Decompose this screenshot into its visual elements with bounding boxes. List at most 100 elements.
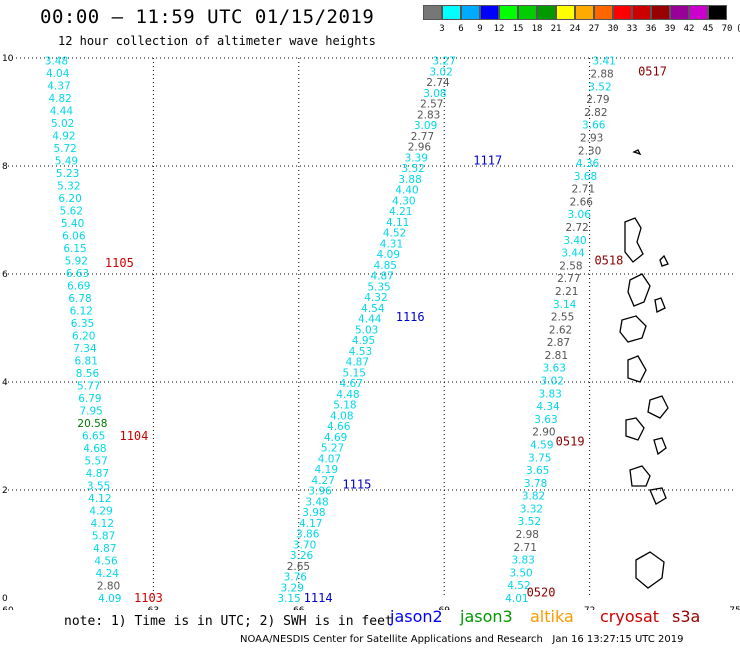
data-label: 3.48 xyxy=(45,56,68,68)
scale-swatch xyxy=(670,5,689,20)
coastline-map xyxy=(619,149,669,589)
coast-outline xyxy=(647,395,669,419)
data-label: 2.83 xyxy=(417,109,440,121)
data-label: 2.98 xyxy=(516,529,539,541)
data-label: 2.81 xyxy=(545,350,568,362)
data-label: 3.52 xyxy=(518,516,541,528)
data-label: 8.56 xyxy=(76,368,100,380)
data-label: 4.87 xyxy=(370,271,393,283)
legend-jason3: jason3 xyxy=(460,607,513,626)
data-label: 2.65 xyxy=(287,561,310,573)
scale-label: 33 xyxy=(626,24,638,34)
scale-swatch xyxy=(537,5,556,20)
data-label: 3.44 xyxy=(561,248,585,260)
data-label: 2.58 xyxy=(559,260,582,272)
data-marks: 3.484.044.374.824.445.024.925.725.495.23… xyxy=(45,56,616,605)
data-label: 3.86 xyxy=(296,529,320,541)
data-label: 2.79 xyxy=(586,94,609,106)
scale-label: 12 xyxy=(493,24,505,34)
data-label: 4.52 xyxy=(383,228,406,240)
scale-label: 6 xyxy=(458,24,464,34)
scale-swatch xyxy=(499,5,518,20)
scale-label: (ft) xyxy=(736,24,740,34)
scale-label: 15 xyxy=(512,24,524,34)
coast-outline xyxy=(653,437,667,456)
scale-swatch xyxy=(575,5,594,20)
data-label: 3.09 xyxy=(414,120,437,132)
data-label: 6.79 xyxy=(78,393,101,405)
data-label: 6.81 xyxy=(75,356,98,368)
coast-outline xyxy=(649,487,667,505)
x-tick-label: 75 xyxy=(729,606,740,610)
data-label: 3.26 xyxy=(290,550,314,562)
data-label: 2.96 xyxy=(408,142,432,154)
data-label: 3.02 xyxy=(429,66,452,78)
data-label: 7.34 xyxy=(73,343,97,355)
data-label: 2.71 xyxy=(514,542,537,554)
data-label: 2.72 xyxy=(565,222,588,234)
x-tick-label: 66 xyxy=(293,606,305,610)
data-label: 3.55 xyxy=(87,481,110,493)
data-label: 6.20 xyxy=(58,193,81,205)
data-label: 4.56 xyxy=(94,556,118,568)
wave-height-plot: 6063666972750246810 3.484.044.374.824.44… xyxy=(2,54,740,610)
data-label: 20.58 xyxy=(77,418,107,430)
data-label: 3.29 xyxy=(281,582,304,594)
y-tick-label: 8 xyxy=(2,162,8,172)
data-label: 4.11 xyxy=(386,217,409,229)
data-label: 3.96 xyxy=(308,486,332,498)
coast-outline xyxy=(624,217,644,263)
data-label: 3.70 xyxy=(293,539,316,551)
coast-outline xyxy=(629,465,651,487)
data-label: 3.63 xyxy=(534,414,557,426)
data-label: 4.48 xyxy=(336,389,359,401)
data-label: 6.65 xyxy=(82,431,105,443)
data-label: 4.68 xyxy=(83,443,106,455)
coast-outline xyxy=(627,273,651,307)
data-label: 3.98 xyxy=(302,507,325,519)
data-label: 4.30 xyxy=(392,195,415,207)
pass-label: 1115 xyxy=(342,478,371,492)
data-label: 3.32 xyxy=(520,503,543,515)
data-label: 4.69 xyxy=(324,432,347,444)
data-label: 3.52 xyxy=(401,163,424,175)
data-label: 5.87 xyxy=(92,531,115,543)
data-label: 3.63 xyxy=(543,363,566,375)
coast-outline xyxy=(619,315,647,343)
data-label: 5.23 xyxy=(56,168,79,180)
data-label: 4.92 xyxy=(52,131,75,143)
data-label: 5.92 xyxy=(65,256,88,268)
data-label: 4.01 xyxy=(505,593,528,605)
scale-label: 70 xyxy=(721,24,733,34)
y-tick-label: 2 xyxy=(2,486,8,496)
data-label: 5.02 xyxy=(51,118,74,130)
data-label: 2.62 xyxy=(549,324,572,336)
data-label: 4.29 xyxy=(89,506,112,518)
scale-swatch xyxy=(594,5,613,20)
page-subtitle: 12 hour collection of altimeter wave hei… xyxy=(58,34,376,48)
data-label: 3.78 xyxy=(524,478,547,490)
data-label: 4.37 xyxy=(47,81,70,93)
data-label: 4.34 xyxy=(536,401,560,413)
scale-label: 21 xyxy=(550,24,562,34)
data-label: 5.49 xyxy=(55,156,78,168)
data-label: 4.82 xyxy=(48,93,71,105)
pass-label: 1117 xyxy=(473,154,502,168)
y-tick-label: 6 xyxy=(2,270,8,280)
data-label: 3.68 xyxy=(574,171,597,183)
data-label: 4.87 xyxy=(86,468,109,480)
coast-outline xyxy=(654,297,666,313)
data-label: 3.83 xyxy=(511,555,534,567)
data-label: 4.32 xyxy=(364,292,387,304)
legend-cryosat: cryosat xyxy=(600,607,660,626)
data-label: 6.06 xyxy=(62,231,86,243)
data-label: 2.80 xyxy=(97,581,120,593)
pass-label: 0517 xyxy=(638,65,667,79)
scale-label: 30 xyxy=(607,24,619,34)
page-title: 00:00 – 11:59 UTC 01/15/2019 xyxy=(40,6,375,28)
scale-label: 45 xyxy=(702,24,714,34)
scale-label: 18 xyxy=(531,24,543,34)
data-label: 4.09 xyxy=(98,593,121,605)
legend-s3a: s3a xyxy=(672,607,701,626)
data-label: 6.15 xyxy=(63,243,86,255)
